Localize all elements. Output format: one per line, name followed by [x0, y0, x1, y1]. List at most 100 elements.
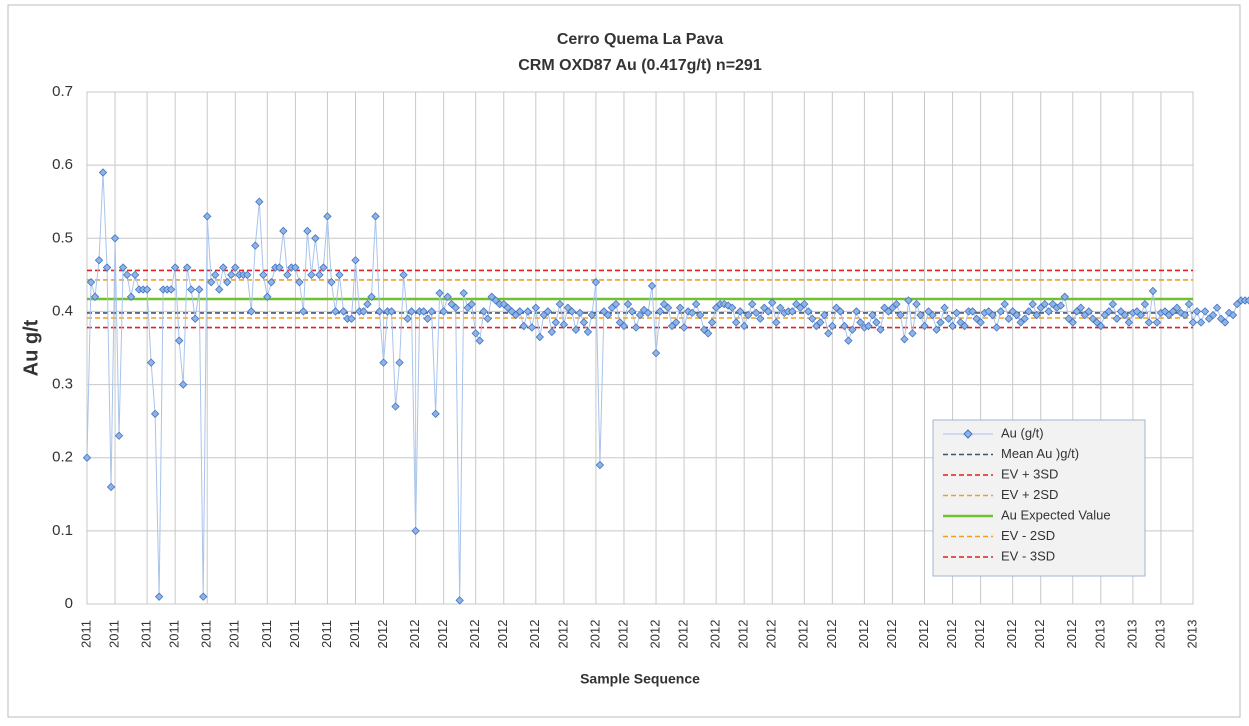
legend-label: EV - 3SD	[1001, 548, 1055, 563]
data-point	[231, 263, 240, 272]
data-point	[387, 307, 396, 316]
data-point	[1124, 318, 1134, 327]
data-point	[591, 278, 601, 287]
data-point	[876, 325, 885, 334]
data-point	[351, 256, 360, 265]
data-point	[391, 402, 400, 411]
data-point	[483, 314, 492, 323]
data-point	[419, 307, 428, 316]
x-tick-label: 2012	[972, 620, 987, 649]
data-point	[900, 335, 909, 344]
data-point	[118, 263, 128, 272]
x-tick-label: 2012	[647, 620, 662, 649]
data-point	[1172, 303, 1182, 312]
data-point	[748, 299, 757, 309]
data-point	[1224, 308, 1234, 318]
data-point	[1144, 318, 1154, 327]
data-point	[968, 307, 977, 316]
data-point	[195, 285, 204, 294]
x-tick-label: 2012	[527, 620, 542, 649]
data-point	[435, 288, 444, 298]
data-point	[527, 323, 536, 332]
data-point	[267, 278, 276, 287]
data-point	[575, 308, 585, 318]
data-point	[1228, 310, 1238, 320]
data-point	[864, 321, 873, 331]
data-point	[587, 310, 597, 320]
x-tick-label: 2012	[467, 620, 482, 649]
data-point	[455, 596, 464, 605]
data-point	[555, 299, 565, 309]
data-point	[651, 348, 661, 358]
x-tick-label: 2012	[435, 620, 450, 649]
x-tick-label: 2012	[1004, 620, 1019, 649]
data-point	[535, 332, 544, 342]
data-point	[603, 310, 613, 320]
y-tick-label: 0	[65, 595, 73, 612]
data-point	[219, 263, 228, 272]
data-point	[1180, 310, 1190, 320]
data-point	[407, 307, 416, 316]
x-tick-label: 2011	[259, 620, 274, 648]
data-point	[928, 310, 937, 320]
data-point	[130, 270, 140, 280]
data-point	[940, 303, 949, 312]
legend-box	[932, 419, 1146, 577]
data-point	[848, 325, 857, 334]
data-point	[191, 314, 200, 323]
data-point	[776, 303, 785, 312]
x-tick-label: 2013	[1092, 620, 1107, 649]
data-point	[94, 256, 104, 265]
data-point	[371, 212, 380, 221]
data-point	[856, 318, 865, 327]
data-point	[323, 212, 332, 221]
data-point	[639, 305, 649, 315]
data-point	[932, 325, 941, 334]
data-point	[671, 318, 681, 327]
x-tick-label: 2012	[708, 620, 723, 649]
data-point	[331, 307, 340, 316]
data-point	[816, 318, 825, 327]
x-tick-label: 2012	[1032, 620, 1047, 649]
data-point	[307, 270, 316, 280]
legend-marker	[963, 429, 973, 439]
data-point	[571, 325, 581, 334]
x-tick-label: 2013	[1184, 620, 1199, 649]
data-point	[319, 263, 328, 272]
data-point	[359, 307, 368, 316]
data-point	[399, 270, 408, 280]
data-point	[1096, 321, 1105, 331]
data-point	[275, 263, 284, 272]
data-point	[547, 327, 557, 337]
data-point	[90, 292, 100, 301]
data-point	[431, 409, 440, 418]
data-point	[1140, 299, 1150, 309]
data-point	[1028, 299, 1037, 309]
data-point	[683, 307, 693, 316]
data-point	[752, 308, 761, 318]
data-point	[944, 314, 953, 323]
data-point	[1056, 301, 1065, 310]
data-point	[1208, 310, 1218, 320]
data-point	[627, 307, 637, 316]
data-point	[559, 320, 569, 329]
data-point	[1212, 303, 1222, 312]
data-point	[283, 270, 292, 280]
x-tick-label: 2012	[407, 620, 422, 649]
legend-label: EV + 3SD	[1001, 466, 1058, 481]
x-tick-label: 2012	[796, 620, 811, 649]
data-point	[703, 329, 713, 338]
data-point	[427, 307, 436, 316]
data-point	[339, 307, 348, 316]
data-point	[291, 263, 300, 272]
data-point	[515, 307, 524, 316]
data-point	[772, 318, 781, 327]
data-point	[1196, 318, 1206, 327]
data-point	[106, 482, 116, 492]
data-point	[295, 278, 304, 287]
data-point	[423, 314, 432, 323]
y-tick-label: 0.7	[52, 83, 73, 100]
plot-frame	[86, 91, 1194, 605]
data-point	[756, 314, 765, 323]
